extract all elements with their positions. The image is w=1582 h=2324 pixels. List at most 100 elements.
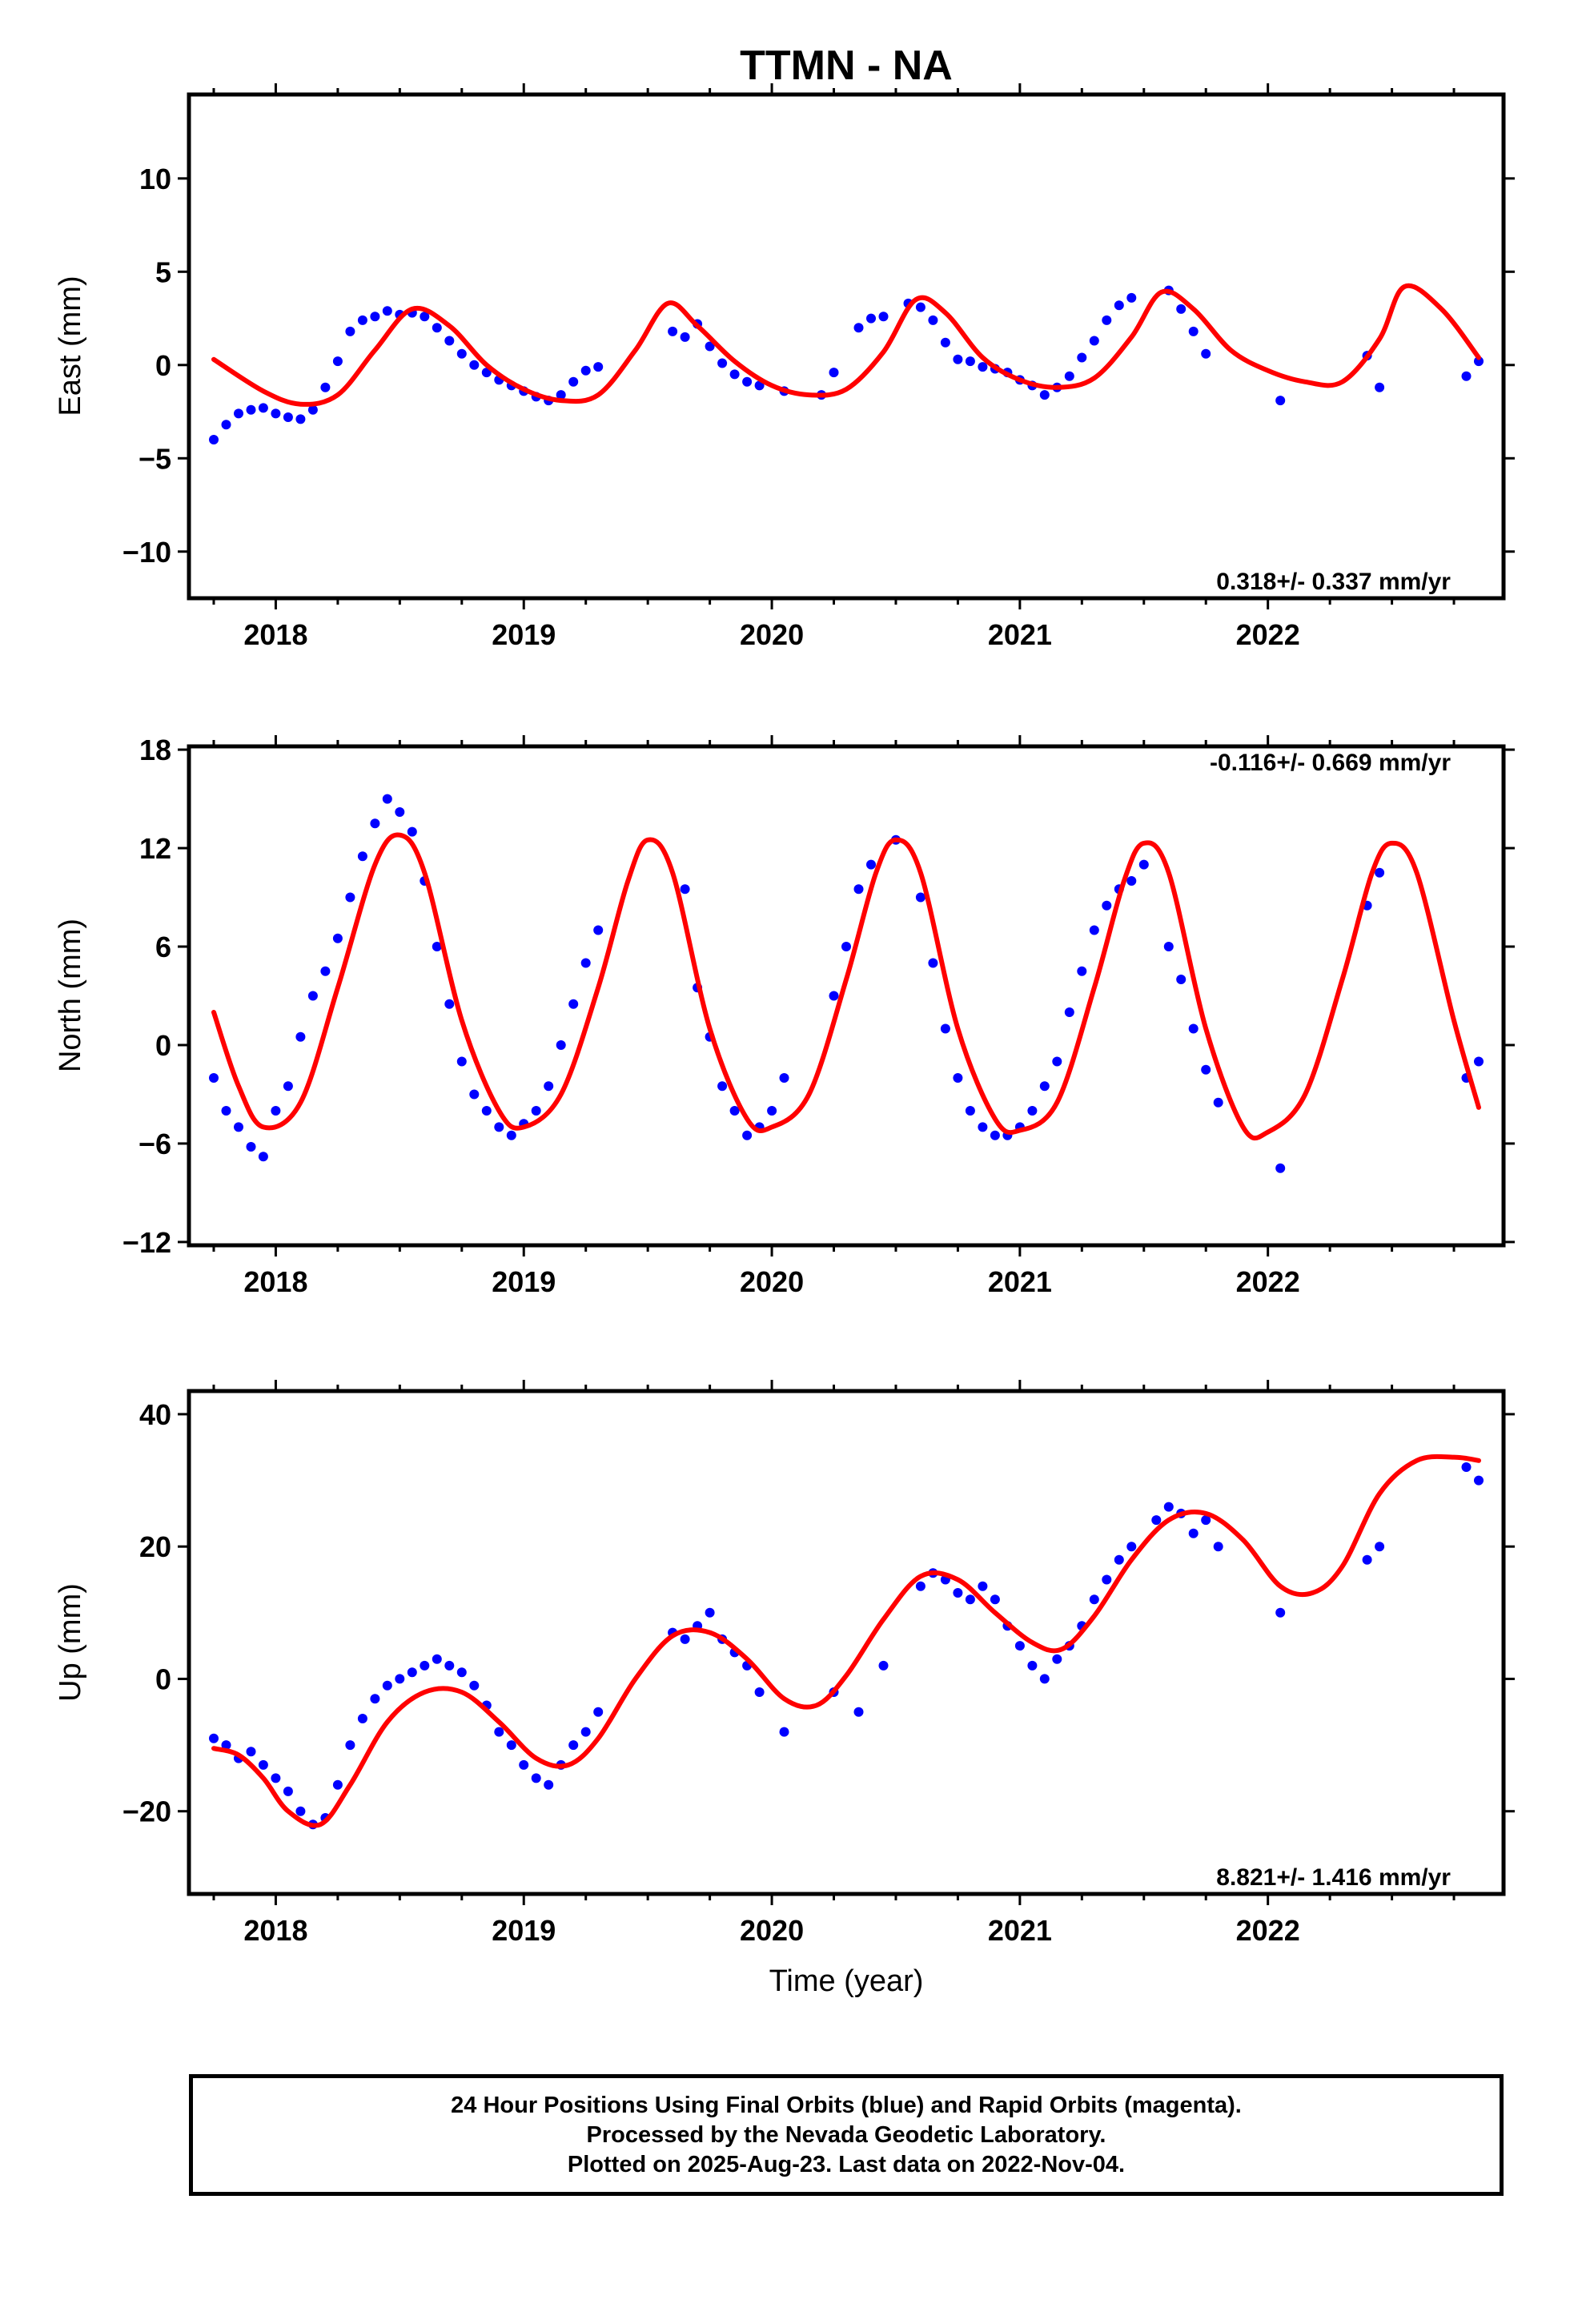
east-data-point	[965, 356, 975, 367]
east-y-tick-label: 5	[155, 255, 171, 288]
north-data-point	[1163, 942, 1174, 951]
north-data-point	[209, 1073, 219, 1083]
up-data-point	[1089, 1594, 1099, 1605]
east-plot-area	[209, 283, 1484, 444]
up-data-point	[1039, 1674, 1050, 1684]
east-data-point	[568, 376, 579, 387]
north-data-point	[469, 1089, 480, 1100]
up-x-tick-label: 2022	[1236, 1914, 1300, 1947]
north-y-tick-label: 18	[139, 734, 171, 766]
east-axes: 2018 2019 2020 2021 2022 −10 −5 0 5 10	[122, 83, 1515, 651]
east-data-point	[1474, 356, 1484, 367]
east-data-point	[829, 368, 839, 378]
east-data-point	[556, 390, 566, 400]
footer-box: 24 Hour Positions Using Final Orbits (bl…	[189, 2074, 1504, 2196]
up-data-point	[1201, 1515, 1211, 1526]
up-x-tick-label: 2018	[243, 1914, 307, 1947]
up-data-point	[544, 1779, 554, 1790]
up-data-point	[283, 1786, 293, 1796]
up-x-tick-label: 2019	[492, 1914, 556, 1947]
north-data-point	[580, 958, 591, 968]
up-panel: 2018 2019 2020 2021 2022 −20 0 20 40 Up (mm) 8.8…	[54, 1380, 1515, 1947]
east-y-tick-label: −10	[122, 536, 171, 569]
east-data-point	[1102, 315, 1112, 325]
up-data-point	[469, 1680, 480, 1691]
north-data-point	[357, 851, 367, 862]
north-data-point	[1052, 1056, 1062, 1067]
up-data-point	[1188, 1528, 1199, 1538]
up-data-point	[382, 1680, 392, 1691]
north-data-point	[1474, 1056, 1484, 1067]
east-data-point	[853, 323, 864, 333]
up-ylabel: Up (mm)	[54, 1583, 87, 1702]
north-data-point	[680, 884, 690, 895]
north-frame	[187, 744, 1506, 1248]
north-data-point	[481, 1106, 492, 1116]
east-data-point	[754, 380, 765, 391]
east-data-point	[593, 362, 604, 372]
north-data-point	[940, 1023, 950, 1034]
east-data-point	[866, 313, 876, 324]
east-data-point	[420, 312, 430, 322]
up-y-tick-label: 40	[139, 1398, 171, 1431]
east-data-point	[680, 332, 690, 342]
east-data-point	[1375, 382, 1385, 392]
up-data-point	[357, 1714, 367, 1723]
east-data-point	[1126, 292, 1137, 303]
north-data-point	[1176, 975, 1186, 984]
north-data-point	[1138, 859, 1149, 870]
east-data-point	[878, 312, 889, 322]
up-rate-label: 8.821+/- 1.416 mm/yr	[1216, 1864, 1451, 1891]
up-data-point	[258, 1759, 268, 1770]
east-data-point	[456, 348, 467, 359]
east-data-point	[332, 356, 343, 367]
east-data-point	[382, 306, 392, 316]
north-data-point	[234, 1122, 243, 1132]
east-y-tick-label: 0	[155, 349, 171, 382]
north-data-point	[494, 1122, 504, 1132]
north-data-point	[370, 818, 380, 829]
east-data-point	[246, 404, 256, 415]
up-data-point	[519, 1759, 529, 1770]
up-data-point	[506, 1740, 516, 1751]
north-data-point	[1027, 1106, 1038, 1116]
east-data-point	[729, 369, 740, 380]
east-data-point	[444, 336, 455, 346]
up-data-point	[531, 1773, 541, 1783]
up-plot-area	[209, 1454, 1484, 1830]
north-data-point	[258, 1152, 268, 1162]
east-x-tick-label: 2018	[243, 618, 307, 651]
north-y-tick-label: −6	[139, 1128, 171, 1160]
east-data-point	[1188, 326, 1199, 336]
up-data-point	[1102, 1574, 1112, 1585]
east-data-point	[283, 412, 293, 422]
north-data-point	[915, 892, 926, 903]
north-data-point	[990, 1130, 1000, 1140]
up-data-point	[432, 1654, 442, 1664]
east-data-point	[469, 360, 480, 370]
up-data-point	[580, 1727, 591, 1737]
east-data-point	[705, 341, 715, 352]
east-y-tick-label: 10	[139, 163, 171, 195]
north-axes: 2018 2019 2020 2021 2022 −12 −6 0 6 12 18	[122, 734, 1515, 1298]
north-y-tick-label: 12	[139, 832, 171, 865]
up-data-point	[593, 1707, 604, 1717]
north-plot-area	[209, 794, 1484, 1173]
up-data-point	[990, 1594, 1000, 1605]
east-data-point	[295, 414, 306, 424]
up-data-point	[853, 1707, 864, 1717]
north-data-point	[593, 925, 604, 935]
north-data-point	[965, 1106, 975, 1116]
north-data-point	[717, 1081, 728, 1092]
up-data-point	[1275, 1607, 1286, 1618]
north-data-point	[953, 1073, 963, 1083]
up-data-point	[1213, 1542, 1223, 1552]
north-data-point	[544, 1081, 554, 1092]
east-data-point	[978, 362, 988, 372]
north-data-point	[295, 1031, 306, 1042]
up-data-point	[1474, 1475, 1484, 1486]
east-x-tick-label: 2020	[740, 618, 804, 651]
east-data-point	[1114, 300, 1124, 311]
